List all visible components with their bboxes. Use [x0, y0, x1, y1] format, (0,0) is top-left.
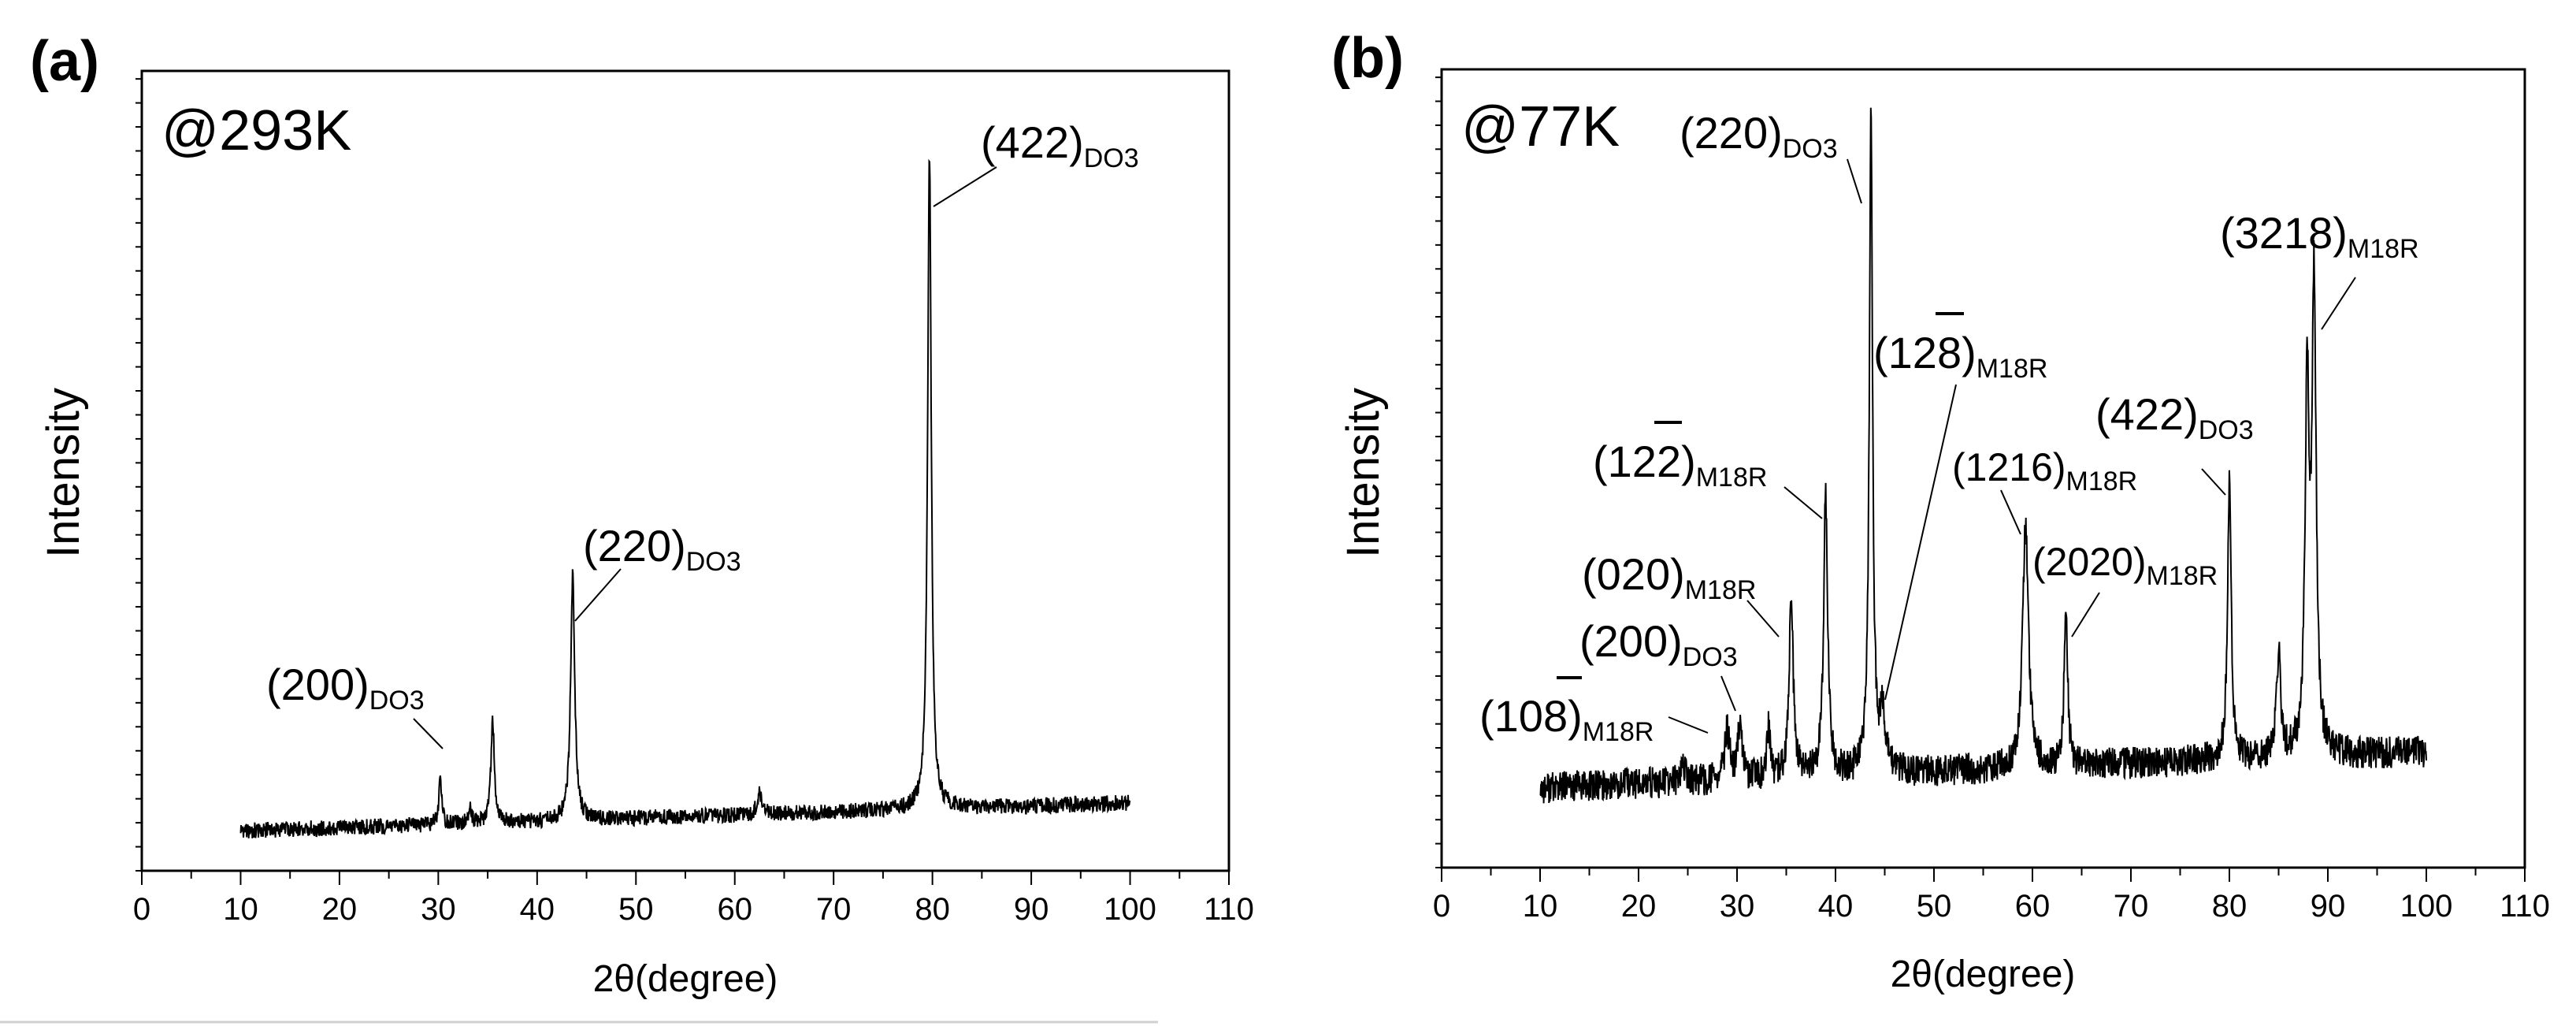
- panel-b-title: @77K: [1461, 95, 1620, 158]
- svg-text:(108)M18R: (108)M18R: [1479, 691, 1654, 747]
- panel-b-annotation-422: (422)DO3: [2095, 389, 2254, 496]
- panel-a-x-tick-label: 10: [223, 892, 258, 927]
- panel-a-xlabel: 2θ(degree): [593, 958, 778, 1000]
- svg-text:(220)DO3: (220)DO3: [1680, 108, 1838, 164]
- panel-b-annotation-200: (200)DO3: [1579, 616, 1738, 712]
- panel-b-xlabel: 2θ(degree): [1891, 954, 2076, 995]
- panel-a-x-tick-label: 100: [1104, 892, 1156, 927]
- svg-text:(220)DO3: (220)DO3: [583, 521, 741, 577]
- panel-b-annotation-1216: (1216)M18R: [1952, 445, 2137, 535]
- panel-a-x-tick-label: 80: [915, 892, 950, 927]
- panel-b-chart: 0 10 20 30 40 50 60 70 80 90 100 110 @77K 2θ(degree…: [1338, 68, 2550, 995]
- panel-b-x-tick-label: 80: [2212, 889, 2248, 924]
- panel-b-x-tick-label: 70: [2114, 889, 2149, 924]
- panel-b-y-axis: [1435, 76, 1442, 868]
- panel-a-x-tick-label: 20: [322, 892, 358, 927]
- panel-a-x-tick-label: 0: [133, 892, 150, 927]
- panel-b-x-tick-label: 0: [1433, 889, 1450, 924]
- panel-a-chart: 0 10 20 30 40 50 60 70 80 90 100 110 @293K 2θ(degre…: [38, 69, 1254, 1000]
- panel-a-x-tick-label: 110: [1204, 892, 1254, 927]
- panel-b-x-tick-label: 30: [1720, 889, 1755, 924]
- panel-a-ylabel: Intensity: [38, 388, 89, 558]
- panel-b-annotation-3218: (3218)M18R: [2220, 208, 2419, 330]
- panel-b-annotation-020: (020)M18R: [1582, 549, 1780, 638]
- svg-text:(200)DO3: (200)DO3: [1579, 616, 1738, 672]
- panel-a-x-tick-label: 90: [1014, 892, 1049, 927]
- panel-b-label: (b): [1331, 27, 1404, 90]
- panel-a-x-tick-label: 60: [717, 892, 752, 927]
- svg-text:(422)DO3: (422)DO3: [2095, 389, 2254, 445]
- svg-text:(200)DO3: (200)DO3: [266, 660, 425, 716]
- panel-b-annotation-2020: (2020)M18R: [2032, 540, 2218, 638]
- panel-a-annotation-220: (220)DO3: [574, 521, 741, 622]
- svg-text:(2020)M18R: (2020)M18R: [2032, 540, 2218, 591]
- panel-b-x-tick-label: 40: [1818, 889, 1854, 924]
- panel-b-series-line: [1539, 107, 2427, 804]
- panel-b-x-tick-label: 50: [1917, 889, 1952, 924]
- panel-a-x-tick-label: 40: [520, 892, 555, 927]
- panel-a-label: (a): [30, 30, 99, 93]
- panel-a-annotation-422: (422)DO3: [933, 117, 1139, 207]
- panel-b-x-tick-label: 60: [2015, 889, 2051, 924]
- panel-b-x-tick-label: 90: [2311, 889, 2346, 924]
- panel-a-x-tick-label: 50: [618, 892, 654, 927]
- panel-b-annotation-220: (220)DO3: [1680, 108, 1862, 204]
- panel-a-y-axis: [135, 78, 142, 872]
- panel-b-ylabel: Intensity: [1338, 388, 1389, 558]
- panel-a-x-tick-label: 70: [816, 892, 852, 927]
- panel-b-x-tick-label: 10: [1523, 889, 1558, 924]
- svg-text:(1216)M18R: (1216)M18R: [1952, 445, 2137, 496]
- svg-text:(3218)M18R: (3218)M18R: [2220, 208, 2419, 264]
- panel-b-annotation-122: (122)M18R: [1593, 421, 1823, 519]
- panel-b-x-tick-label: 100: [2400, 889, 2453, 924]
- panel-a-x-axis: 0 10 20 30 40 50 60 70 80 90 100 110: [133, 871, 1254, 927]
- svg-text:(128)M18R: (128)M18R: [1873, 328, 2047, 384]
- panel-b-annotation-128: (128)M18R: [1873, 312, 2047, 701]
- panel-a-x-tick-label: 30: [421, 892, 456, 927]
- panel-b-x-tick-label: 110: [2500, 889, 2550, 924]
- panel-b-x-tick-label: 20: [1621, 889, 1657, 924]
- panel-b-annotation-108: (108)M18R: [1479, 676, 1709, 747]
- panel-a-annotation-200: (200)DO3: [266, 660, 444, 749]
- svg-text:(122)M18R: (122)M18R: [1593, 437, 1767, 493]
- panel-b-x-axis: 0 10 20 30 40 50 60 70 80 90 100 110: [1433, 868, 2550, 924]
- panel-a-title: @293K: [161, 99, 351, 162]
- svg-text:(422)DO3: (422)DO3: [981, 117, 1139, 173]
- panel-a-series-line: [239, 158, 1131, 838]
- svg-text:(020)M18R: (020)M18R: [1582, 549, 1756, 605]
